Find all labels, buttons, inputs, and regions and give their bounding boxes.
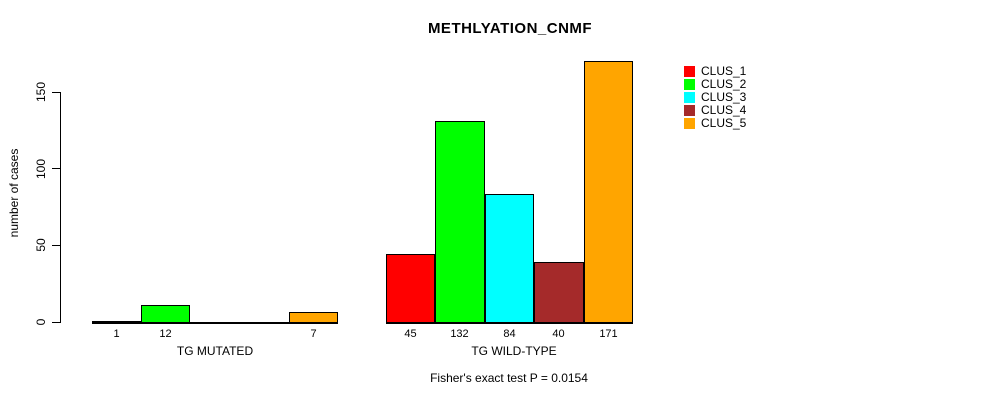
bar-group-tg-wild-type: 45 132 84 40 171 (386, 60, 633, 340)
legend-label: CLUS_3 (701, 90, 747, 104)
bar-value-label: 84 (503, 328, 516, 340)
legend-label: CLUS_5 (701, 116, 747, 130)
legend-row: CLUS_2 (684, 77, 747, 91)
y-axis-line (60, 92, 61, 323)
legend-label: CLUS_2 (701, 77, 747, 91)
bar-value-label: 7 (310, 328, 317, 340)
y-axis-title: number of cases (7, 148, 21, 238)
legend-swatch-icon (684, 105, 695, 116)
bar-value-label: 171 (599, 328, 618, 340)
y-tick-label: 0 (34, 318, 48, 326)
y-tick-mark (52, 168, 60, 170)
bar-value-label: 1 (113, 328, 120, 340)
legend-label: CLUS_1 (701, 64, 747, 78)
y-tick-mark (52, 244, 60, 246)
bar-clus_1 (386, 254, 435, 323)
bar-clus_4 (534, 262, 584, 323)
group-label-tg-mutated: TG MUTATED (176, 344, 254, 358)
group-baseline (386, 322, 633, 324)
bar-clus_5 (584, 61, 633, 323)
bar-value-label: 12 (159, 328, 172, 340)
bar-clus_3 (485, 194, 534, 323)
legend-swatch-icon (684, 92, 695, 103)
y-tick-label: 50 (34, 238, 48, 253)
group-baseline (92, 322, 338, 324)
bar-clus_2 (435, 121, 485, 323)
legend-label: CLUS_4 (701, 103, 747, 117)
legend-row: CLUS_4 (684, 103, 747, 117)
legend-row: CLUS_5 (684, 116, 747, 130)
bar-clus_5 (289, 312, 338, 323)
legend-swatch-icon (684, 118, 695, 129)
legend-swatch-icon (684, 79, 695, 90)
bar-value-label: 45 (404, 328, 417, 340)
legend-swatch-icon (684, 66, 695, 77)
y-tick-label: 150 (34, 81, 48, 103)
legend: CLUS_1 CLUS_2 CLUS_3 CLUS_4 CLUS_5 (684, 64, 747, 131)
group-label-tg-wild-type: TG WILD-TYPE (471, 344, 557, 358)
chart-title: METHLYATION_CNMF (427, 20, 593, 37)
legend-row: CLUS_3 (684, 90, 747, 104)
y-tick-label: 100 (34, 158, 48, 179)
legend-row: CLUS_1 (684, 64, 747, 78)
bar-value-label: 40 (552, 328, 565, 340)
bar-group-tg-mutated: 1 12 7 (92, 60, 338, 340)
bar-value-label: 132 (450, 328, 469, 340)
bar-clus_2 (141, 305, 190, 323)
y-tick-mark (52, 91, 60, 93)
y-tick-mark (52, 321, 60, 323)
fisher-test-footnote: Fisher's exact test P = 0.0154 (430, 371, 588, 385)
bar-clus_1 (92, 321, 141, 323)
